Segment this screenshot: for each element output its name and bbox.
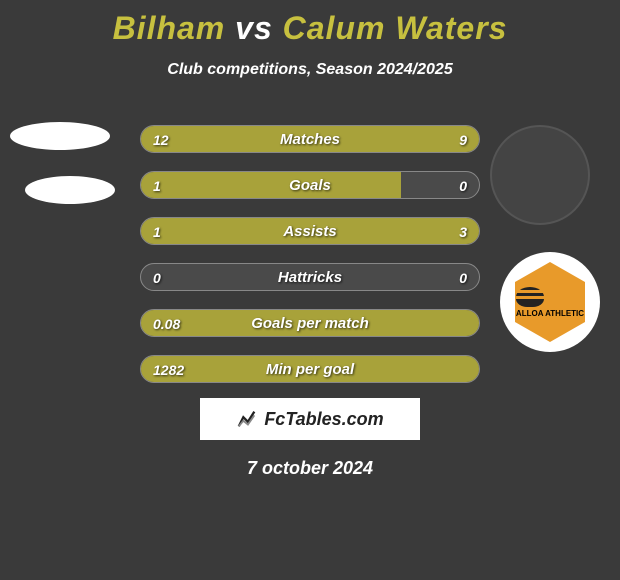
comparison-title: Bilham vs Calum Waters bbox=[0, 0, 620, 47]
fctables-logo-icon bbox=[236, 408, 258, 430]
player2-club-badge: ALLOA ATHLETIC bbox=[500, 252, 600, 352]
stat-label: Min per goal bbox=[141, 356, 479, 383]
player2-name: Calum Waters bbox=[283, 10, 508, 46]
stats-container: 12 Matches 9 1 Goals 0 1 Assists 3 0 Hat… bbox=[140, 125, 480, 401]
player1-avatar bbox=[10, 122, 110, 150]
stat-right-value: 9 bbox=[459, 126, 467, 153]
fctables-branding[interactable]: FcTables.com bbox=[200, 398, 420, 440]
fctables-text: FcTables.com bbox=[264, 409, 383, 430]
date-text: 7 october 2024 bbox=[0, 458, 620, 479]
stat-label: Goals per match bbox=[141, 310, 479, 337]
stat-row-assists: 1 Assists 3 bbox=[140, 217, 480, 245]
stat-row-goals: 1 Goals 0 bbox=[140, 171, 480, 199]
stat-label: Hattricks bbox=[141, 264, 479, 291]
subtitle: Club competitions, Season 2024/2025 bbox=[0, 61, 620, 79]
club-badge-shield: ALLOA ATHLETIC bbox=[515, 262, 585, 342]
stat-right-value: 0 bbox=[459, 264, 467, 291]
stat-row-min-per-goal: 1282 Min per goal bbox=[140, 355, 480, 383]
stat-right-value: 3 bbox=[459, 218, 467, 245]
stat-row-matches: 12 Matches 9 bbox=[140, 125, 480, 153]
player1-name: Bilham bbox=[113, 10, 226, 46]
stat-row-goals-per-match: 0.08 Goals per match bbox=[140, 309, 480, 337]
stat-row-hattricks: 0 Hattricks 0 bbox=[140, 263, 480, 291]
vs-text: vs bbox=[225, 10, 282, 46]
badge-text: ALLOA ATHLETIC bbox=[516, 309, 584, 318]
stat-label: Goals bbox=[141, 172, 479, 199]
player2-avatar bbox=[490, 125, 590, 225]
stat-right-value: 0 bbox=[459, 172, 467, 199]
bee-icon bbox=[516, 287, 544, 307]
player1-club-badge bbox=[25, 176, 115, 204]
stat-label: Matches bbox=[141, 126, 479, 153]
stat-label: Assists bbox=[141, 218, 479, 245]
